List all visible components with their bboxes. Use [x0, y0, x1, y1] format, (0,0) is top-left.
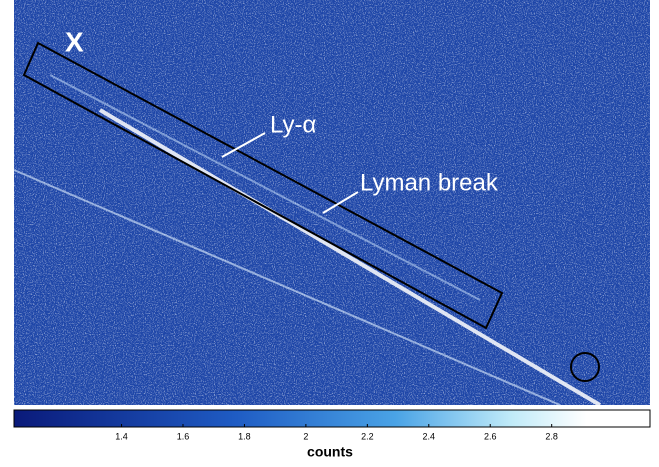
colorbar: counts 1.4 1.6 1.8 2 2.2 2.4 2.6 2.8 — [13, 409, 651, 460]
colorbar-tick-label: 1.8 — [238, 431, 251, 441]
pointer — [322, 191, 359, 214]
colorbar-tick-label: 2.4 — [423, 431, 436, 441]
colorbar-tick-label: 2.6 — [484, 431, 497, 441]
image: X Ly-α Lyman break — [13, 0, 650, 407]
annotation: X — [65, 26, 84, 57]
extraction-box — [22, 41, 504, 330]
annotation: Ly-α — [270, 111, 316, 138]
colorbar-tick-label: 1.6 — [177, 431, 190, 441]
spectrum-trace — [49, 74, 481, 301]
spectrum-trace — [13, 169, 561, 406]
colorbar-tick-label: 2.2 — [361, 431, 374, 441]
annotation: Lyman break — [360, 169, 499, 196]
colorbar-tick-label: 2 — [303, 431, 308, 441]
spectrum-trace — [98, 108, 602, 407]
colorbar-label: counts — [307, 444, 353, 460]
colorbar-tick-label: 2.8 — [545, 431, 558, 441]
colorbar-gradient — [13, 409, 651, 428]
colorbar-tick-label: 1.4 — [115, 431, 128, 441]
pointer — [221, 132, 266, 158]
source-circle — [570, 352, 600, 382]
